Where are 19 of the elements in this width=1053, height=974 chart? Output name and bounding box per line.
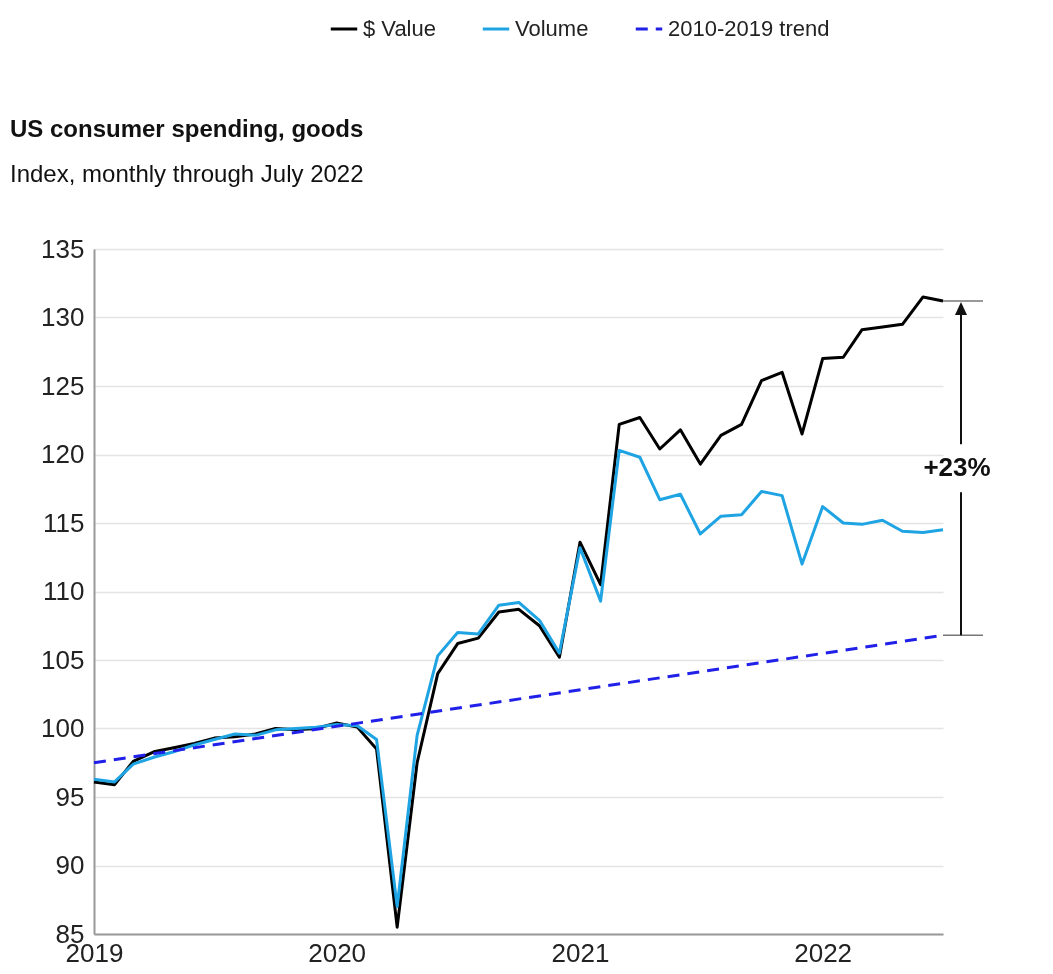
y-tick-label: 135 <box>41 233 85 264</box>
x-tick-label: 2020 <box>308 937 367 968</box>
x-tick-label: 2022 <box>794 937 853 968</box>
y-tick-label: 95 <box>55 781 85 812</box>
legend-label: $ Value <box>363 16 436 41</box>
y-tick-label: 100 <box>41 713 85 743</box>
x-tick-label: 2021 <box>551 937 610 968</box>
y-tick-label: 125 <box>41 370 85 401</box>
chart-title: US consumer spending, goods <box>10 115 364 142</box>
legend-label: 2010-2019 trend <box>668 16 830 41</box>
annotation: +23% <box>923 452 991 483</box>
y-tick-label: 120 <box>41 439 85 469</box>
y-tick-label: 110 <box>43 576 85 606</box>
y-tick-label: 130 <box>41 302 85 332</box>
y-tick-label: 105 <box>41 644 85 675</box>
chart-subtitle: Index, monthly through July 2022 <box>10 160 364 187</box>
y-tick-label: 115 <box>43 507 85 538</box>
legend-label: Volume <box>515 16 589 41</box>
y-tick-label: 90 <box>55 850 85 880</box>
